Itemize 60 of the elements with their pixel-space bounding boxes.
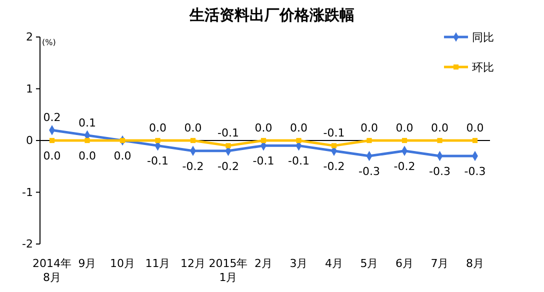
legend-label: 同比 <box>472 31 494 44</box>
data-label: 0.0 <box>43 150 61 162</box>
data-label: -0.2 <box>218 160 239 173</box>
data-label: -0.1 <box>252 154 274 168</box>
point <box>226 143 231 148</box>
x-tick-label: 2月 <box>254 257 272 270</box>
data-label: 0.0 <box>254 122 272 134</box>
y-tick-label: -1 <box>22 186 33 199</box>
data-label: 0.0 <box>290 122 308 134</box>
data-label: 0.0 <box>360 122 378 134</box>
data-label: 0.0 <box>149 122 166 134</box>
data-label: 0.0 <box>184 122 202 134</box>
chart-title: 生活资料出厂价格涨跌幅 <box>188 6 354 24</box>
data-label: 0.0 <box>114 150 132 162</box>
x-tick-label: 6月 <box>396 257 414 270</box>
data-label: -0.1 <box>323 126 345 140</box>
data-label: -0.1 <box>147 154 168 168</box>
point <box>120 138 126 144</box>
data-label: 0.0 <box>396 122 414 134</box>
y-tick-label: 0 <box>26 134 33 148</box>
x-tick-label: 3月 <box>290 257 308 270</box>
point <box>331 143 337 148</box>
data-label: 0.1 <box>78 116 96 130</box>
data-label: 0.2 <box>43 111 61 124</box>
data-label: -0.2 <box>323 160 345 173</box>
data-label: -0.1 <box>288 154 310 168</box>
data-label: -0.2 <box>394 160 416 173</box>
y-tick-label: 2 <box>26 30 33 44</box>
point <box>437 138 442 144</box>
data-label: 0.0 <box>78 150 96 162</box>
data-label: -0.1 <box>218 126 239 140</box>
point <box>84 138 90 144</box>
point <box>402 138 408 144</box>
point <box>260 138 266 144</box>
x-tick-label: 8月 <box>466 257 484 270</box>
x-tick-label: 2014年 8月 <box>32 257 72 284</box>
x-tick-label: 2015年 1月 <box>208 257 248 284</box>
x-tick-label: 7月 <box>430 257 449 270</box>
y-tick-label: 1 <box>26 82 33 96</box>
data-label: -0.3 <box>429 165 450 178</box>
data-label: -0.3 <box>464 165 486 178</box>
legend-label: 环比 <box>472 61 494 74</box>
point <box>190 138 196 144</box>
data-label: 0.0 <box>466 122 484 134</box>
x-tick-label: 12月 <box>180 257 206 270</box>
point <box>49 138 55 144</box>
data-label: 0.0 <box>431 122 448 134</box>
data-label: -0.2 <box>182 160 204 173</box>
x-tick-label: 5月 <box>360 257 378 270</box>
y-axis-title: (%) <box>42 38 56 47</box>
point <box>155 138 160 144</box>
x-tick-label: 10月 <box>110 257 135 270</box>
x-tick-label: 9月 <box>78 257 96 270</box>
point <box>366 138 372 144</box>
point <box>472 138 478 144</box>
y-tick-label: -2 <box>22 238 33 251</box>
point <box>296 138 302 144</box>
x-tick-label: 4月 <box>325 257 343 270</box>
data-label: -0.3 <box>358 165 380 178</box>
x-tick-label: 11月 <box>145 257 170 270</box>
